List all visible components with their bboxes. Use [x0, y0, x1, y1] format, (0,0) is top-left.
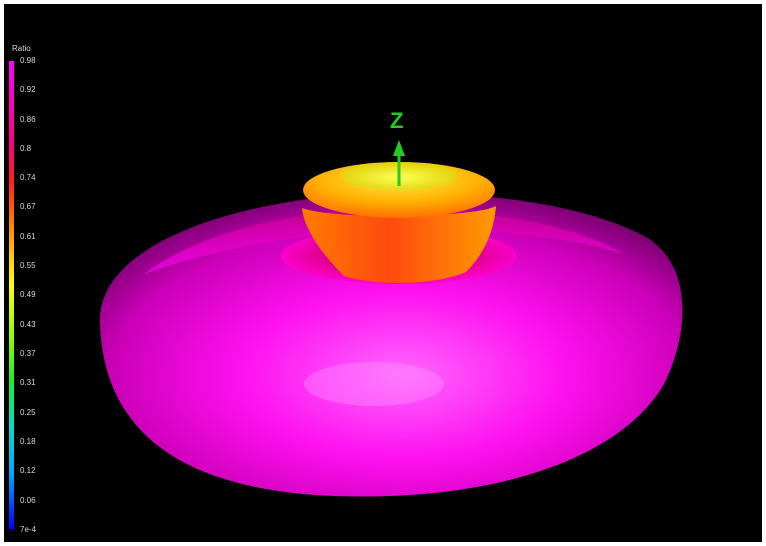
upper-lobe-body	[302, 206, 496, 284]
torus-top-surface	[144, 209, 624, 274]
legend-tick: 0.55	[20, 261, 36, 270]
3d-viewport[interactable]: Ratio 0.98 0.92 0.86 0.8 0.74 0.67 0.61 …	[4, 4, 762, 542]
legend-tick: 0.98	[20, 56, 36, 65]
legend-tick: 0.31	[20, 378, 36, 387]
legend-tick: 0.67	[20, 202, 36, 211]
legend-tick: 0.06	[20, 496, 36, 505]
radiation-pattern-3d: Z	[99, 108, 683, 497]
z-axis-label: Z	[390, 108, 403, 133]
legend-title: Ratio	[12, 44, 31, 53]
legend-tick: 0.18	[20, 437, 36, 446]
torus-lobe	[99, 192, 683, 497]
legend-tick: 0.86	[20, 115, 36, 124]
legend-tick: 0.49	[20, 290, 36, 299]
legend-tick: 0.37	[20, 349, 36, 358]
legend-tick: 7e-4	[20, 525, 37, 534]
legend-tick: 0.12	[20, 466, 36, 475]
legend-tick: 0.92	[20, 85, 36, 94]
legend-tick: 0.8	[20, 144, 32, 153]
legend-tick: 0.74	[20, 173, 36, 182]
torus-highlight	[304, 362, 444, 406]
color-scale-bar	[9, 61, 14, 529]
z-axis-arrowhead	[393, 140, 405, 156]
legend-tick: 0.43	[20, 320, 36, 329]
legend-tick: 0.61	[20, 232, 36, 241]
legend-tick: 0.25	[20, 408, 36, 417]
